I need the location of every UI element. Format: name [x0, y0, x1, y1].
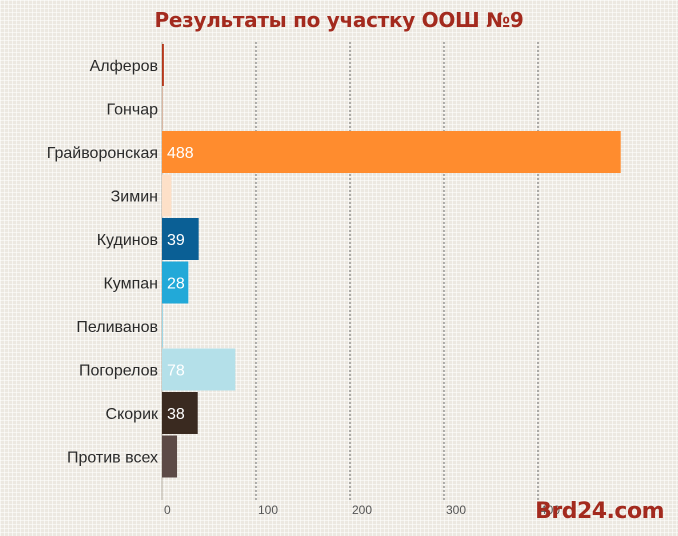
bar — [162, 305, 163, 347]
bar — [162, 44, 164, 86]
category-label: Кудинов — [97, 232, 158, 249]
bar — [162, 392, 198, 434]
category-label: Скорик — [106, 406, 159, 423]
x-tick-label: 400 — [540, 503, 560, 517]
data-label: 78 — [167, 363, 185, 380]
bar — [162, 348, 236, 391]
data-label: 38 — [167, 406, 185, 423]
bar — [162, 131, 621, 173]
x-tick-label: 200 — [352, 503, 372, 517]
bar — [162, 218, 199, 260]
category-label: Грайворонская — [47, 145, 158, 162]
category-label: Кумпан — [103, 276, 158, 293]
bar — [162, 174, 172, 217]
x-tick-label: 100 — [258, 503, 278, 517]
category-label: Пеливанов — [76, 319, 158, 336]
data-label: 28 — [167, 276, 185, 293]
category-label: Зимин — [111, 189, 158, 206]
watermark: Brd24.com — [535, 499, 664, 524]
category-label: Погорелов — [79, 363, 158, 380]
bar — [162, 87, 163, 130]
bar — [162, 261, 189, 304]
category-label: Алферов — [90, 58, 158, 75]
x-tick-label: 0 — [164, 503, 171, 517]
category-label: Против всех — [67, 450, 158, 467]
data-label: 39 — [167, 232, 185, 249]
bar — [162, 435, 178, 478]
x-tick-label: 300 — [446, 503, 466, 517]
category-label: Гончар — [107, 102, 159, 119]
chart-title: Результаты по участку ООШ №9 — [154, 8, 524, 32]
data-label: 488 — [167, 145, 194, 162]
